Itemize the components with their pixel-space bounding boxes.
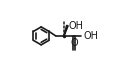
Polygon shape bbox=[64, 25, 68, 36]
Text: OH: OH bbox=[84, 31, 99, 41]
Text: OH: OH bbox=[68, 21, 83, 30]
Text: O: O bbox=[71, 38, 78, 48]
